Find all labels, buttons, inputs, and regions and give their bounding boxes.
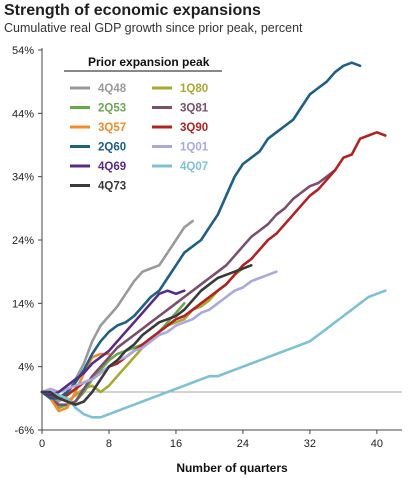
chart-legend: Prior expansion peak 4Q48 1Q80 2Q53 3Q81 3Q57… (64, 55, 222, 193)
x-axis-label: Number of quarters (176, 461, 288, 475)
series-line-4q69 (40, 289, 186, 397)
y-tick-label: 24% (12, 235, 34, 247)
legend-label-4q69: 4Q69 (98, 161, 126, 173)
legend-label-4q07: 4Q07 (180, 161, 208, 173)
chart-title: Strength of economic expansions (4, 2, 261, 19)
legend-label-1q01: 1Q01 (180, 142, 209, 154)
series-line-2q60 (40, 61, 362, 400)
legend-label-3q81: 3Q81 (180, 103, 209, 115)
x-tick-label: 0 (39, 438, 45, 450)
y-tick-label: 14% (12, 298, 34, 310)
legend-label-2q60: 2Q60 (98, 142, 126, 154)
y-tick-label: 4% (18, 362, 34, 374)
legend-label-2q53: 2Q53 (98, 103, 126, 115)
x-tick-label: 32 (304, 438, 316, 450)
series-line-3q81 (40, 169, 337, 406)
series-line-1q01 (40, 270, 278, 394)
y-tick-label: 54% (12, 45, 34, 57)
y-tick-label: -6% (14, 425, 34, 437)
legend-title: Prior expansion peak (88, 55, 210, 69)
series-line-4q73 (40, 264, 253, 406)
legend-label-1q80: 1Q80 (180, 83, 208, 95)
chart-subtitle: Cumulative real GDP growth since prior p… (4, 21, 303, 35)
x-tick-label: 16 (170, 438, 182, 450)
y-tick-label: 34% (12, 172, 34, 184)
series-line-3q57 (40, 352, 111, 413)
series-line-3q90 (40, 131, 387, 400)
series-line-4q07 (40, 289, 387, 419)
chart-axes: -6% 4% 14% 24% 34% 44% 54% 0 8 16 24 32 40 (12, 45, 402, 450)
x-tick-label: 8 (106, 438, 112, 450)
legend-label-3q90: 3Q90 (180, 122, 208, 134)
legend-label-3q57: 3Q57 (98, 122, 126, 134)
legend-label-4q73: 4Q73 (98, 181, 126, 193)
x-tick-label: 24 (237, 438, 249, 450)
legend-label-4q48: 4Q48 (98, 83, 127, 95)
y-tick-label: 44% (12, 108, 34, 120)
x-tick-label: 40 (371, 438, 383, 450)
chart-series-lines (40, 61, 387, 419)
